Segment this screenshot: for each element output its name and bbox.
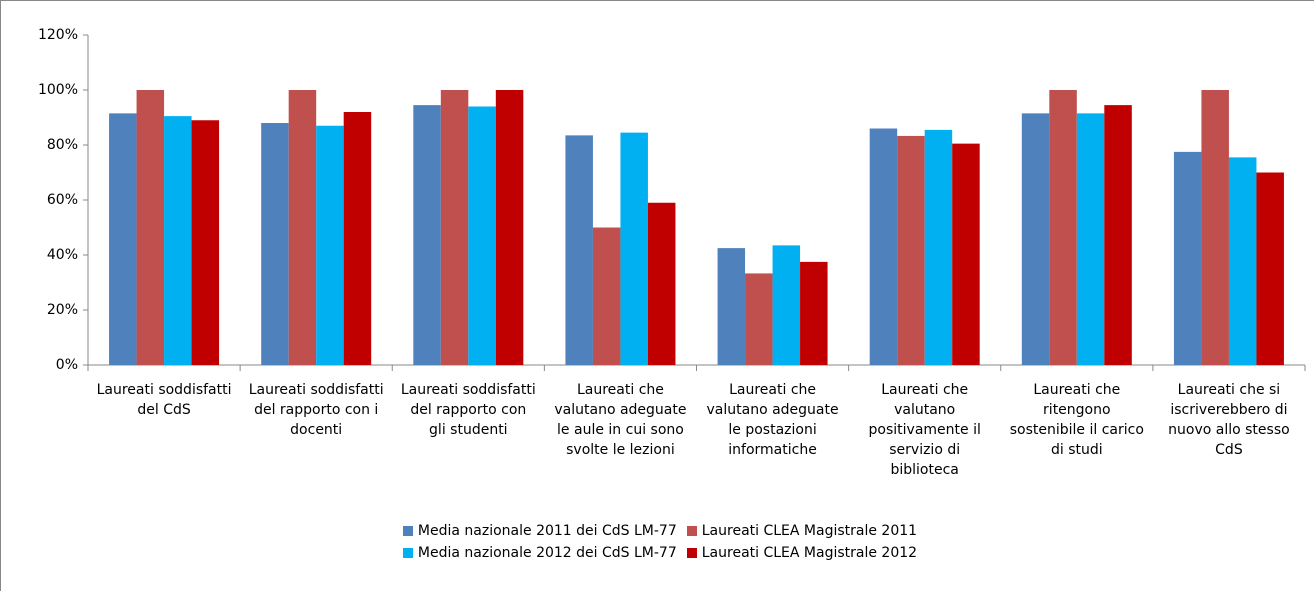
bar [413,105,441,365]
bar [620,132,648,365]
bar [1076,113,1105,365]
bar [869,128,898,365]
bar [952,143,980,365]
bar [343,112,372,365]
legend-item: Laureati CLEA Magistrale 2012 [686,545,918,561]
legend-label: Laureati CLEA Magistrale 2011 [701,523,918,539]
legend-label: Laureati CLEA Magistrale 2012 [701,545,918,561]
x-tick-label: Laureati che valutano positivamente il s… [868,382,981,478]
y-tick-label: 100% [38,82,78,98]
legend-swatch [686,526,697,536]
bar [261,123,289,365]
x-tick-label: Laureati soddisfatti del CdS [96,382,232,418]
bar [109,113,137,365]
bar [800,261,828,365]
legend-swatch [686,548,697,558]
bar [1201,90,1229,365]
y-tick-label: 40% [47,247,78,263]
bar [468,106,496,365]
bar [288,90,317,365]
bar [592,227,621,365]
bar [924,129,953,365]
bar [897,135,925,365]
bar [191,120,220,365]
x-tick-label: Laureati che si iscriverebbero di nuovo … [1168,382,1290,458]
legend-item: Media nazionale 2012 dei CdS LM-77 [402,545,677,561]
legend-swatch [402,526,413,536]
bar [136,90,165,365]
bar [1256,172,1284,365]
x-tick-label: Laureati che ritengono sostenibile il ca… [1009,382,1144,458]
bar [717,248,746,365]
x-tick-label: Laureati soddisfatti del rapporto con i … [248,382,384,438]
legend: Media nazionale 2011 dei CdS LM-77 Laurea… [330,523,990,561]
x-tick-label: Laureati che valutano adeguate le aule i… [554,382,687,458]
y-tick-label: 0% [56,357,78,373]
y-tick-label: 20% [47,302,78,318]
legend-label: Media nazionale 2011 dei CdS LM-77 [417,523,677,539]
bar [1049,90,1077,365]
y-tick-label: 120% [38,27,78,43]
bar [647,202,676,365]
x-tick-label: Laureati che valutano adeguate le postaz… [706,382,839,458]
bar [1021,113,1050,365]
bar [1228,157,1257,365]
y-tick-label: 60% [47,192,78,208]
bar [565,135,593,365]
x-tick-label: Laureati soddisfatti del rapporto con gl… [400,382,536,438]
bar [495,90,524,365]
bar [316,125,344,365]
bar [164,116,192,365]
bar [772,245,801,365]
legend-label: Media nazionale 2012 dei CdS LM-77 [417,545,677,561]
bar [1173,151,1202,365]
bar [745,273,773,365]
legend-item: Laureati CLEA Magistrale 2011 [686,523,918,539]
legend-item: Media nazionale 2011 dei CdS LM-77 [402,523,677,539]
y-tick-label: 80% [47,137,78,153]
bar [440,90,469,365]
bar [1104,105,1132,365]
legend-swatch [402,548,413,558]
